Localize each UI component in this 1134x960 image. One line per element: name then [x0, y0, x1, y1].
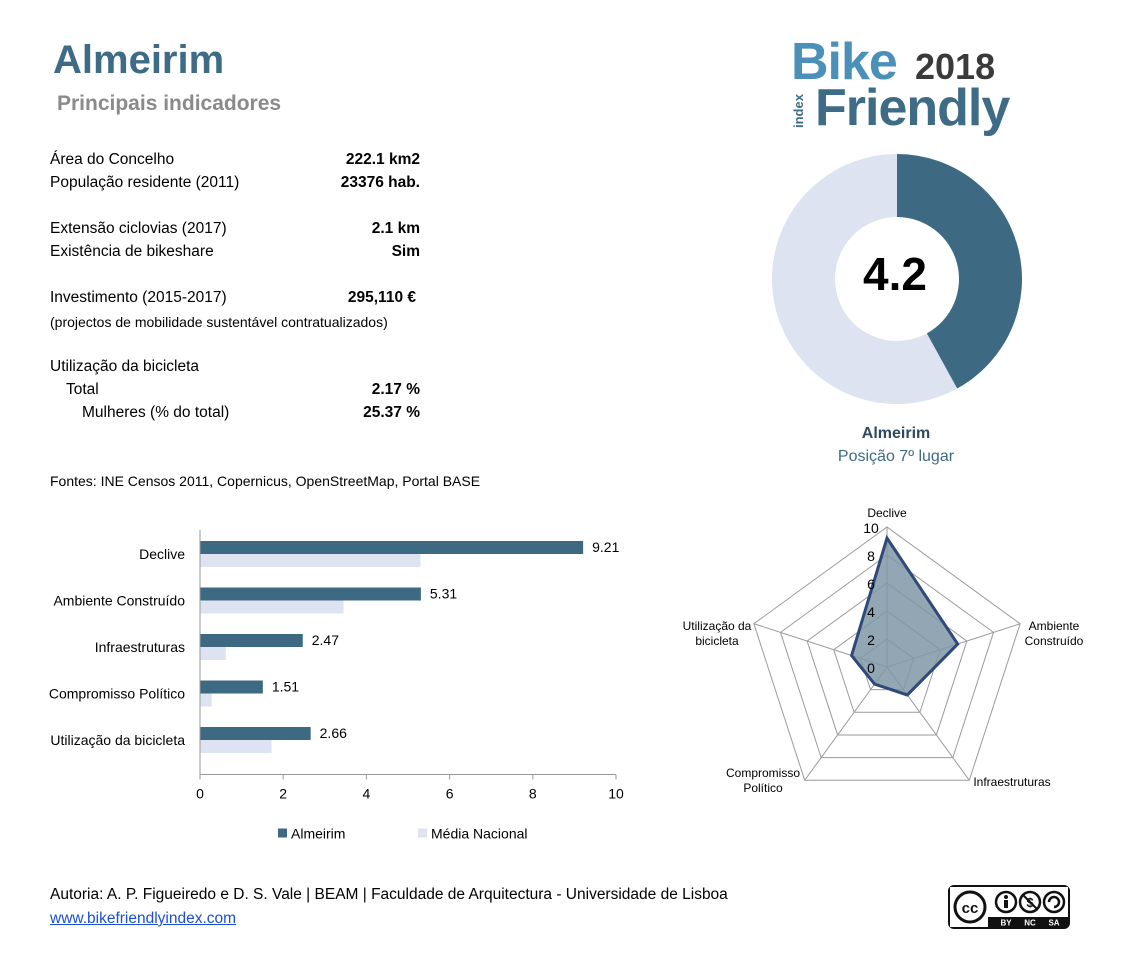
radar-tick-label: 8: [867, 548, 875, 564]
website-link[interactable]: www.bikefriendlyindex.com: [50, 910, 237, 927]
donut-remaining-segment: [772, 154, 958, 404]
bar-media-nacional: [200, 693, 212, 707]
radar-tick-label: 2: [867, 632, 875, 648]
indicator-cycleways-value: 2.1 km: [371, 220, 420, 237]
radar-tick-label: 4: [867, 604, 875, 620]
bar-chart: Declive 9.21 Ambiente Construído 5.31 Infrae…: [49, 530, 624, 842]
radar-tick-label: 6: [867, 576, 875, 592]
donut-score-segment: [897, 154, 1022, 389]
indicator-investment-value: 295,110 €: [347, 289, 416, 306]
bar-x-tick-label: 4: [363, 786, 371, 802]
ranking-position: Posição 7º lugar: [837, 448, 955, 465]
bar-almeirim: [200, 680, 263, 694]
creative-commons-badge: cc $ BY NC SA: [948, 885, 1070, 929]
bar-category-label: Utilização da bicicleta: [50, 732, 185, 748]
bar-media-nacional: [200, 600, 344, 614]
indicator-population-label: População residente (2011): [50, 174, 240, 191]
radar-gridline: [806, 582, 968, 736]
legend-swatch-almeirim: [278, 828, 287, 838]
indicator-usage-label: Utilização da bicicleta: [50, 358, 200, 375]
bar-data-label: 5.31: [430, 586, 457, 602]
indicator-bikeshare-label: Existência de bikeshare: [50, 243, 214, 260]
radar-axis-label: Compromisso: [726, 766, 800, 780]
radar-axis-label: Construído: [1025, 634, 1084, 648]
logo-word-bike: Bike: [791, 33, 898, 91]
bar-media-nacional: [200, 647, 226, 660]
bar-data-label: 9.21: [592, 539, 619, 555]
indicator-usage-women-label: Mulheres (% do total): [82, 404, 230, 421]
logo-year: 2018: [915, 46, 996, 87]
bar-x-tick-label: 10: [608, 786, 624, 802]
bar-category-label: Compromisso Político: [49, 686, 185, 702]
bar-data-label: 2.47: [312, 632, 339, 648]
municipality-name: Almeirim: [861, 425, 931, 442]
indicator-area-value: 222.1 km2: [345, 151, 420, 168]
indicator-bikeshare-value: Sim: [391, 243, 420, 260]
radar-axis-label: Político: [743, 781, 783, 795]
cc-label: cc: [962, 900, 979, 917]
indicator-usage-total-label: Total: [66, 381, 99, 398]
indicator-usage-women-value: 25.37 %: [363, 404, 420, 421]
radar-gridline: [779, 554, 995, 759]
radar-axis-label: Infraestruturas: [973, 775, 1050, 789]
bar-media-nacional: [200, 554, 421, 567]
page-title: Almeirim: [53, 38, 225, 82]
authorship-text: Autoria: A. P. Figueiredo e D. S. Vale |…: [50, 886, 728, 903]
radar-series-almeirim: [849, 534, 960, 697]
radar-tick-label: 0: [867, 660, 875, 676]
radar-spoke: [804, 666, 888, 781]
bar-x-tick-label: 2: [279, 786, 287, 802]
bar-data-label: 2.66: [320, 725, 347, 741]
bar-category-label: Declive: [139, 546, 185, 562]
radar-gridline: [753, 526, 1021, 781]
radar-axis-label: Ambiente: [1029, 619, 1080, 633]
indicator-investment-note: (projectos de mobilidade sustentável con…: [50, 314, 388, 330]
sources-note: Fontes: INE Censos 2011, Copernicus, Ope…: [50, 473, 481, 489]
legend-label-almeirim: Almeirim: [291, 826, 345, 842]
bar-almeirim: [200, 587, 421, 601]
bar-almeirim: [200, 727, 311, 740]
cc-by-nc-sa-icon: cc $ BY NC SA: [950, 887, 1068, 928]
indicator-area-label: Área do Concelho: [50, 151, 175, 168]
bar-x-tick-label: 6: [446, 786, 454, 802]
bar-data-label: 1.51: [272, 679, 299, 695]
indicator-population-value: 23376 hab.: [340, 174, 420, 191]
score-value: 4.2: [863, 248, 927, 300]
page-subtitle: Principais indicadores: [57, 92, 282, 115]
legend-label-media-nacional: Média Nacional: [431, 826, 528, 842]
bar-x-tick-label: 8: [529, 786, 537, 802]
score-donut-chart: [772, 154, 1022, 404]
cc-sa-label: SA: [1048, 919, 1059, 928]
indicator-usage-total-value: 2.17 %: [371, 381, 420, 398]
bar-almeirim: [200, 541, 584, 554]
bar-x-tick-label: 0: [196, 786, 204, 802]
cc-by-label: BY: [1000, 919, 1012, 928]
bar-category-label: Infraestruturas: [95, 639, 185, 655]
indicator-investment-label: Investimento (2015-2017): [50, 289, 227, 306]
legend-swatch-media-nacional: [418, 828, 427, 838]
radar-axis-label: Declive: [867, 506, 907, 520]
logo-word-friendly: Friendly: [815, 79, 1010, 137]
bar-category-label: Ambiente Construído: [53, 593, 185, 609]
bar-media-nacional: [200, 740, 272, 753]
radar-axis-label: Utilização da: [683, 619, 752, 633]
cc-nc-label: NC: [1024, 919, 1036, 928]
bar-almeirim: [200, 634, 303, 647]
logo-index: index: [791, 94, 806, 128]
bike-friendly-logo: Bike 2018 Friendly index: [785, 28, 1030, 143]
radar-tick-label: 10: [863, 520, 879, 536]
indicator-cycleways-label: Extensão ciclovias (2017): [50, 220, 227, 237]
radar-axis-label: bicicleta: [695, 634, 739, 648]
